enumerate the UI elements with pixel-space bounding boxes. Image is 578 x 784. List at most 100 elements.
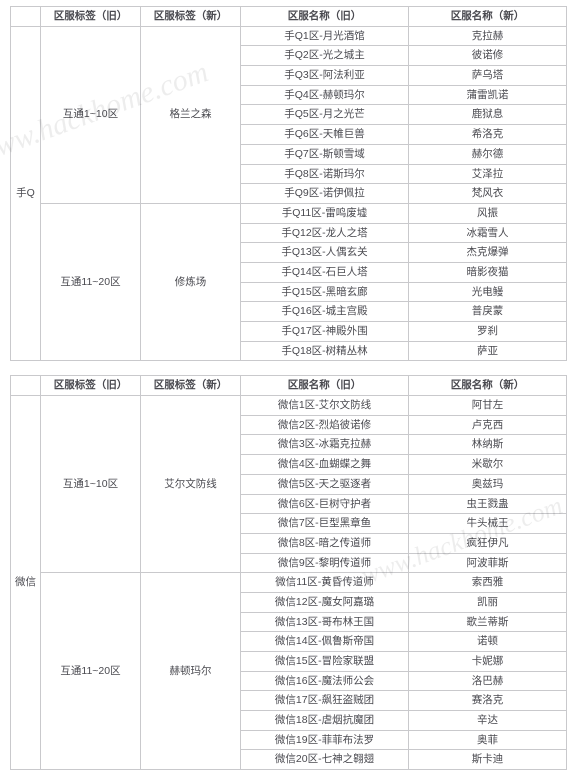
col-tag-old: 区服标签（旧）	[41, 376, 141, 396]
cell-name-new: 萨乌塔	[409, 66, 567, 86]
table-row: 互通11~20区 赫顿玛尔 微信11区-黄昏传道师 索西雅	[11, 573, 567, 593]
cell-name-old: 微信15区-冒险家联盟	[241, 652, 409, 672]
cell-name-old: 手Q13区-人偶玄关	[241, 243, 409, 263]
cell-name-old: 手Q14区-石巨人塔	[241, 262, 409, 282]
cell-name-old: 手Q15区-黑暗玄廊	[241, 282, 409, 302]
cell-name-new: 歌兰蒂斯	[409, 612, 567, 632]
cell-name-new: 罗刹	[409, 322, 567, 342]
cell-name-new: 卡妮娜	[409, 652, 567, 672]
col-platform	[11, 376, 41, 396]
col-platform	[11, 7, 41, 27]
cell-name-old: 手Q18区-树精丛林	[241, 341, 409, 361]
cell-name-new: 蒲雷凯诺	[409, 85, 567, 105]
cell-name-new: 虫王戮蛊	[409, 494, 567, 514]
cell-name-new: 林纳斯	[409, 435, 567, 455]
cell-name-new: 艾泽拉	[409, 164, 567, 184]
cell-name-new: 凯丽	[409, 592, 567, 612]
cell-name-new: 鹿狱息	[409, 105, 567, 125]
cell-name-old: 微信17区-飙狂盗贼团	[241, 691, 409, 711]
cell-name-new: 辛达	[409, 711, 567, 731]
table-row: 微信 互通1~10区 艾尔文防线 微信1区-艾尔文防线 阿甘左	[11, 396, 567, 416]
cell-name-new: 疯狂伊凡	[409, 533, 567, 553]
cell-tag-old: 互通1~10区	[41, 26, 141, 203]
cell-name-old: 手Q4区-赫顿玛尔	[241, 85, 409, 105]
cell-name-new: 斯卡迪	[409, 750, 567, 770]
cell-name-old: 手Q9区-诺伊佩拉	[241, 184, 409, 204]
col-name-old: 区服名称（旧）	[241, 376, 409, 396]
cell-name-old: 微信4区-血蝴蝶之舞	[241, 455, 409, 475]
cell-name-new: 赛洛克	[409, 691, 567, 711]
cell-name-new: 萨亚	[409, 341, 567, 361]
cell-name-old: 微信12区-魔女阿嘉璐	[241, 592, 409, 612]
cell-name-new: 奥菲	[409, 730, 567, 750]
cell-name-old: 手Q3区-阿法利亚	[241, 66, 409, 86]
cell-tag-new: 修炼场	[141, 203, 241, 361]
cell-name-new: 诺顿	[409, 632, 567, 652]
cell-tag-old: 互通1~10区	[41, 396, 141, 573]
cell-name-new: 光电鳗	[409, 282, 567, 302]
cell-name-new: 普戾蒙	[409, 302, 567, 322]
cell-tag-new: 赫顿玛尔	[141, 573, 241, 770]
cell-name-new: 冰霜雪人	[409, 223, 567, 243]
cell-name-old: 微信14区-佩鲁斯帝国	[241, 632, 409, 652]
cell-platform: 微信	[11, 396, 41, 770]
cell-name-new: 阿甘左	[409, 396, 567, 416]
cell-name-old: 手Q7区-斯顿雪域	[241, 144, 409, 164]
server-table-q: 区服标签（旧） 区服标签（新） 区服名称（旧） 区服名称（新） 手Q 互通1~1…	[10, 6, 567, 361]
cell-name-old: 手Q16区-城主宫殿	[241, 302, 409, 322]
cell-name-old: 微信20区-七神之翱翅	[241, 750, 409, 770]
cell-name-new: 阿波菲斯	[409, 553, 567, 573]
col-tag-new: 区服标签（新）	[141, 376, 241, 396]
table-header-row: 区服标签（旧） 区服标签（新） 区服名称（旧） 区服名称（新）	[11, 7, 567, 27]
cell-name-new: 索西雅	[409, 573, 567, 593]
cell-name-new: 彼诺修	[409, 46, 567, 66]
cell-name-old: 手Q2区-光之城主	[241, 46, 409, 66]
cell-name-old: 微信8区-暗之传道师	[241, 533, 409, 553]
cell-name-new: 暗影夜猫	[409, 262, 567, 282]
cell-name-old: 手Q5区-月之光芒	[241, 105, 409, 125]
cell-name-old: 微信6区-巨树守护者	[241, 494, 409, 514]
cell-name-new: 克拉赫	[409, 26, 567, 46]
table-header-row: 区服标签（旧） 区服标签（新） 区服名称（旧） 区服名称（新）	[11, 376, 567, 396]
cell-name-new: 牛头械王	[409, 514, 567, 534]
cell-tag-old: 互通11~20区	[41, 203, 141, 361]
cell-platform: 手Q	[11, 26, 41, 361]
cell-name-old: 微信9区-黎明传道师	[241, 553, 409, 573]
cell-name-old: 微信13区-哥布林王国	[241, 612, 409, 632]
cell-name-new: 奥兹玛	[409, 474, 567, 494]
cell-name-new: 赫尔德	[409, 144, 567, 164]
cell-name-old: 微信18区-虐烟抗魔团	[241, 711, 409, 731]
cell-tag-new: 格兰之森	[141, 26, 241, 203]
cell-name-new: 风振	[409, 203, 567, 223]
cell-name-old: 微信5区-天之驱逐者	[241, 474, 409, 494]
cell-name-old: 手Q6区-天帷巨兽	[241, 125, 409, 145]
col-name-new: 区服名称（新）	[409, 376, 567, 396]
cell-name-old: 微信7区-巨型黑章鱼	[241, 514, 409, 534]
cell-name-new: 希洛克	[409, 125, 567, 145]
cell-name-old: 微信11区-黄昏传道师	[241, 573, 409, 593]
cell-name-old: 手Q11区-雷鸣废墟	[241, 203, 409, 223]
table-row: 互通11~20区 修炼场 手Q11区-雷鸣废墟 风振	[11, 203, 567, 223]
cell-name-new: 杰克爆弹	[409, 243, 567, 263]
cell-name-old: 微信3区-冰霜克拉赫	[241, 435, 409, 455]
cell-name-old: 手Q12区-龙人之塔	[241, 223, 409, 243]
col-name-new: 区服名称（新）	[409, 7, 567, 27]
cell-name-new: 梵风衣	[409, 184, 567, 204]
cell-name-old: 微信1区-艾尔文防线	[241, 396, 409, 416]
cell-name-old: 手Q17区-神殿外围	[241, 322, 409, 342]
cell-name-new: 米歇尔	[409, 455, 567, 475]
cell-name-old: 微信16区-魔法师公会	[241, 671, 409, 691]
cell-name-new: 卢克西	[409, 415, 567, 435]
cell-name-new: 洛巴赫	[409, 671, 567, 691]
col-name-old: 区服名称（旧）	[241, 7, 409, 27]
cell-name-old: 手Q1区-月光酒馆	[241, 26, 409, 46]
cell-tag-new: 艾尔文防线	[141, 396, 241, 573]
cell-name-old: 手Q8区-诺斯玛尔	[241, 164, 409, 184]
col-tag-new: 区服标签（新）	[141, 7, 241, 27]
col-tag-old: 区服标签（旧）	[41, 7, 141, 27]
cell-tag-old: 互通11~20区	[41, 573, 141, 770]
cell-name-old: 微信19区-菲菲布法罗	[241, 730, 409, 750]
cell-name-old: 微信2区-烈焰彼诺修	[241, 415, 409, 435]
server-table-wx: 区服标签（旧） 区服标签（新） 区服名称（旧） 区服名称（新） 微信 互通1~1…	[10, 375, 567, 770]
table-row: 手Q 互通1~10区 格兰之森 手Q1区-月光酒馆 克拉赫	[11, 26, 567, 46]
